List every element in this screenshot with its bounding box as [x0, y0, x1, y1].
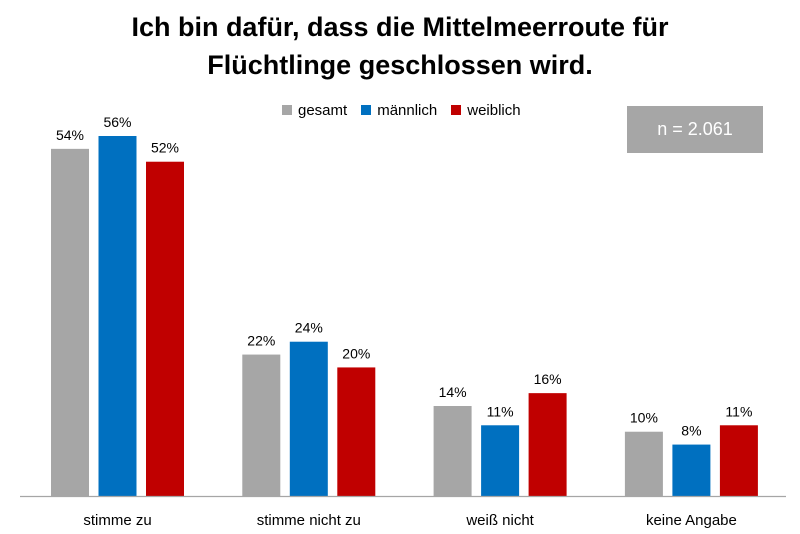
sample-size-badge: n = 2.061 [627, 106, 763, 153]
data-label-weiblich-1: 20% [342, 345, 370, 361]
bar-männlich-2 [481, 425, 520, 496]
bar-männlich-0 [98, 136, 137, 496]
bar-weiblich-3 [719, 425, 758, 496]
bar-gesamt-3 [624, 431, 663, 496]
category-label-3: keine Angabe [646, 512, 737, 529]
bar-weiblich-0 [146, 161, 184, 496]
data-label-weiblich-0: 52% [151, 140, 179, 156]
data-label-männlich-0: 56% [103, 114, 131, 130]
bar-männlich-3 [672, 444, 711, 496]
legend-swatch-weiblich [451, 105, 462, 115]
legend-label-gesamt: gesamt [298, 101, 348, 119]
data-label-gesamt-1: 22% [247, 333, 275, 349]
legend-item-gesamt: gesamt [282, 102, 347, 119]
chart-title-line-2: Flüchtlinge geschlossen wird. [207, 50, 593, 80]
legend-item-maennlich: männlich [361, 102, 437, 119]
bar-weiblich-1 [337, 367, 376, 496]
chart-title-line-1: Ich bin dafür, dass die Mittelmeerroute … [131, 12, 669, 42]
data-label-männlich-3: 8% [681, 423, 701, 439]
chart-title: Ich bin dafür, dass die Mittelmeerroute … [0, 8, 800, 84]
data-label-gesamt-3: 10% [630, 410, 658, 426]
legend-swatch-maennlich [361, 105, 372, 115]
category-label-0: stimme zu [83, 512, 151, 529]
bar-gesamt-2 [433, 406, 472, 496]
bar-gesamt-0 [51, 148, 89, 496]
legend-label-weiblich: weiblich [467, 101, 521, 119]
data-label-weiblich-2: 16% [534, 371, 562, 387]
data-label-gesamt-2: 14% [439, 384, 467, 400]
bar-weiblich-2 [528, 393, 567, 496]
data-label-weiblich-3: 11% [725, 403, 752, 419]
data-label-männlich-1: 24% [295, 320, 323, 336]
data-label-gesamt-0: 54% [56, 127, 84, 143]
category-label-1: stimme nicht zu [257, 512, 361, 529]
bar-gesamt-1 [242, 354, 281, 496]
category-label-2: weiß nicht [465, 512, 534, 529]
legend-item-weiblich: weiblich [451, 101, 521, 119]
legend-label-maennlich: männlich [377, 101, 438, 119]
bar-männlich-1 [289, 341, 328, 496]
chart-legend: gesamt männlich weiblich [282, 100, 535, 120]
data-label-männlich-2: 11% [487, 403, 514, 419]
legend-swatch-gesamt [282, 105, 292, 115]
